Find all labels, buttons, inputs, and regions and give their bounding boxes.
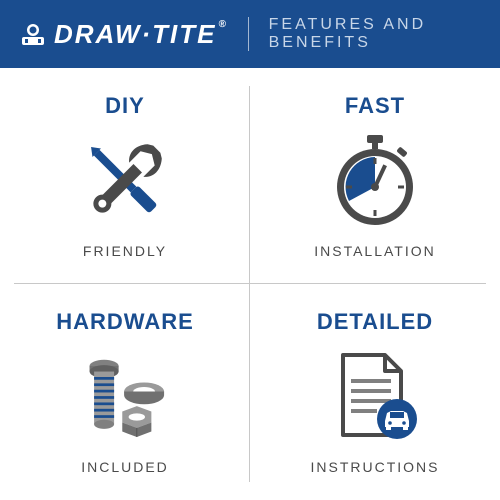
logo-word-1: DRAW — [54, 19, 141, 49]
feature-title: DETAILED — [317, 309, 433, 335]
feature-subtitle: INCLUDED — [81, 459, 169, 475]
feature-cell-hardware: HARDWARE — [0, 284, 250, 500]
brand-logo: DRAW·TITE® — [18, 19, 228, 50]
hitch-ball-icon — [18, 19, 48, 49]
header-bar: DRAW·TITE® FEATURES AND BENEFITS — [0, 0, 500, 68]
feature-subtitle: FRIENDLY — [83, 243, 167, 259]
wrench-screwdriver-icon — [75, 131, 175, 231]
logo-word-2: TITE — [152, 19, 216, 49]
logo-text: DRAW·TITE® — [54, 19, 228, 50]
feature-title: HARDWARE — [56, 309, 194, 335]
feature-cell-fast: FAST INSTALLATION — [250, 68, 500, 284]
grid-vertical-divider — [249, 86, 250, 482]
feature-title: FAST — [345, 93, 405, 119]
document-car-icon — [325, 347, 425, 447]
feature-title: DIY — [105, 93, 145, 119]
bolt-nut-washer-icon — [75, 347, 175, 447]
header-subtitle: FEATURES AND BENEFITS — [269, 16, 482, 52]
grid-horizontal-divider — [14, 283, 486, 284]
feature-cell-detailed: DETAILED INSTRUCTIONS — [250, 284, 500, 500]
feature-subtitle: INSTALLATION — [314, 243, 436, 259]
feature-subtitle: INSTRUCTIONS — [311, 459, 440, 475]
registered-mark: ® — [218, 19, 227, 30]
features-grid: DIY FRIENDLY FAST — [0, 68, 500, 500]
stopwatch-icon — [325, 131, 425, 231]
header-divider — [248, 17, 249, 51]
feature-cell-diy: DIY FRIENDLY — [0, 68, 250, 284]
